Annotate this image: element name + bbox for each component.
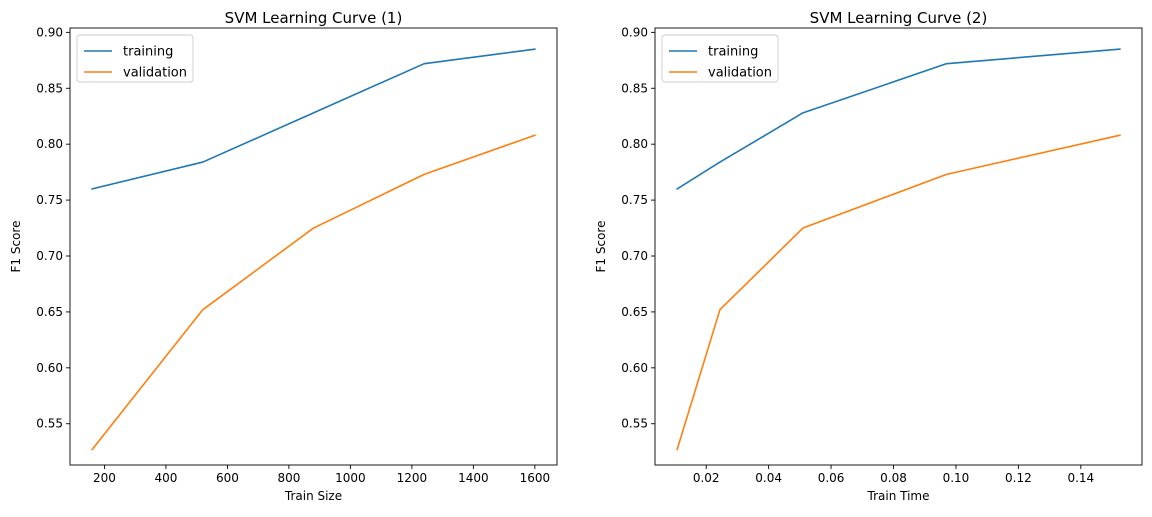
x-tick-label: 0.10 <box>943 471 970 485</box>
plot-frame <box>654 27 1143 466</box>
y-axis-label: F1 Score <box>594 221 608 273</box>
legend-label-training: training <box>708 45 758 60</box>
y-tick-label: 0.80 <box>621 137 648 151</box>
x-tick-label: 1200 <box>397 471 428 485</box>
series-line-training <box>91 48 536 190</box>
x-tick-label: 400 <box>154 471 177 485</box>
series-line-validation <box>91 134 536 451</box>
x-axis-label: Train Time <box>867 489 930 503</box>
y-tick-label: 0.70 <box>36 249 63 263</box>
x-tick-label: 0.02 <box>693 471 720 485</box>
y-axis-label: F1 Score <box>9 221 23 273</box>
y-tick-label: 0.55 <box>621 417 648 431</box>
y-tick-label: 0.80 <box>36 137 63 151</box>
chart-svm-learning-curve-1: SVM Learning Curve (1) 200 400 600 800 1000 12… <box>9 9 558 503</box>
y-tick-label: 0.60 <box>36 361 63 375</box>
legend-label-validation: validation <box>123 66 187 81</box>
x-tick-label: 1600 <box>520 471 551 485</box>
y-tick-label: 0.65 <box>36 305 63 319</box>
y-tick-label: 0.85 <box>36 81 63 95</box>
y-tick-label: 0.85 <box>621 81 648 95</box>
y-tick-label: 0.70 <box>621 249 648 263</box>
series-line-validation <box>676 134 1121 451</box>
y-tick-label: 0.55 <box>36 417 63 431</box>
x-tick-label: 0.04 <box>755 471 782 485</box>
x-tick-label: 0.12 <box>1005 471 1032 485</box>
x-tick-label: 1400 <box>458 471 489 485</box>
legend-label-validation: validation <box>708 66 772 81</box>
x-axis-label: Train Size <box>284 489 342 503</box>
chart-svm-learning-curve-2: SVM Learning Curve (2) 0.02 0.04 0.06 0.08 0.… <box>594 9 1143 503</box>
x-tick-label: 1000 <box>335 471 366 485</box>
x-tick-label: 200 <box>93 471 116 485</box>
chart-title: SVM Learning Curve (1) <box>225 9 403 27</box>
x-tick-label: 600 <box>216 471 239 485</box>
x-tick-label: 0.14 <box>1067 471 1094 485</box>
y-tick-label: 0.65 <box>621 305 648 319</box>
series-line-training <box>676 48 1121 191</box>
plot-frame <box>69 27 558 466</box>
y-tick-label: 0.75 <box>36 193 63 207</box>
y-tick-label: 0.90 <box>36 25 63 39</box>
y-tick-label: 0.60 <box>621 361 648 375</box>
y-tick-label: 0.90 <box>621 25 648 39</box>
x-tick-label: 0.06 <box>818 471 845 485</box>
chart-title: SVM Learning Curve (2) <box>810 9 988 27</box>
legend-box <box>661 34 779 83</box>
y-tick-label: 0.75 <box>621 193 648 207</box>
x-tick-label: 0.08 <box>880 471 907 485</box>
legend-label-training: training <box>123 45 173 60</box>
legend-box <box>76 34 194 83</box>
x-tick-label: 800 <box>277 471 300 485</box>
